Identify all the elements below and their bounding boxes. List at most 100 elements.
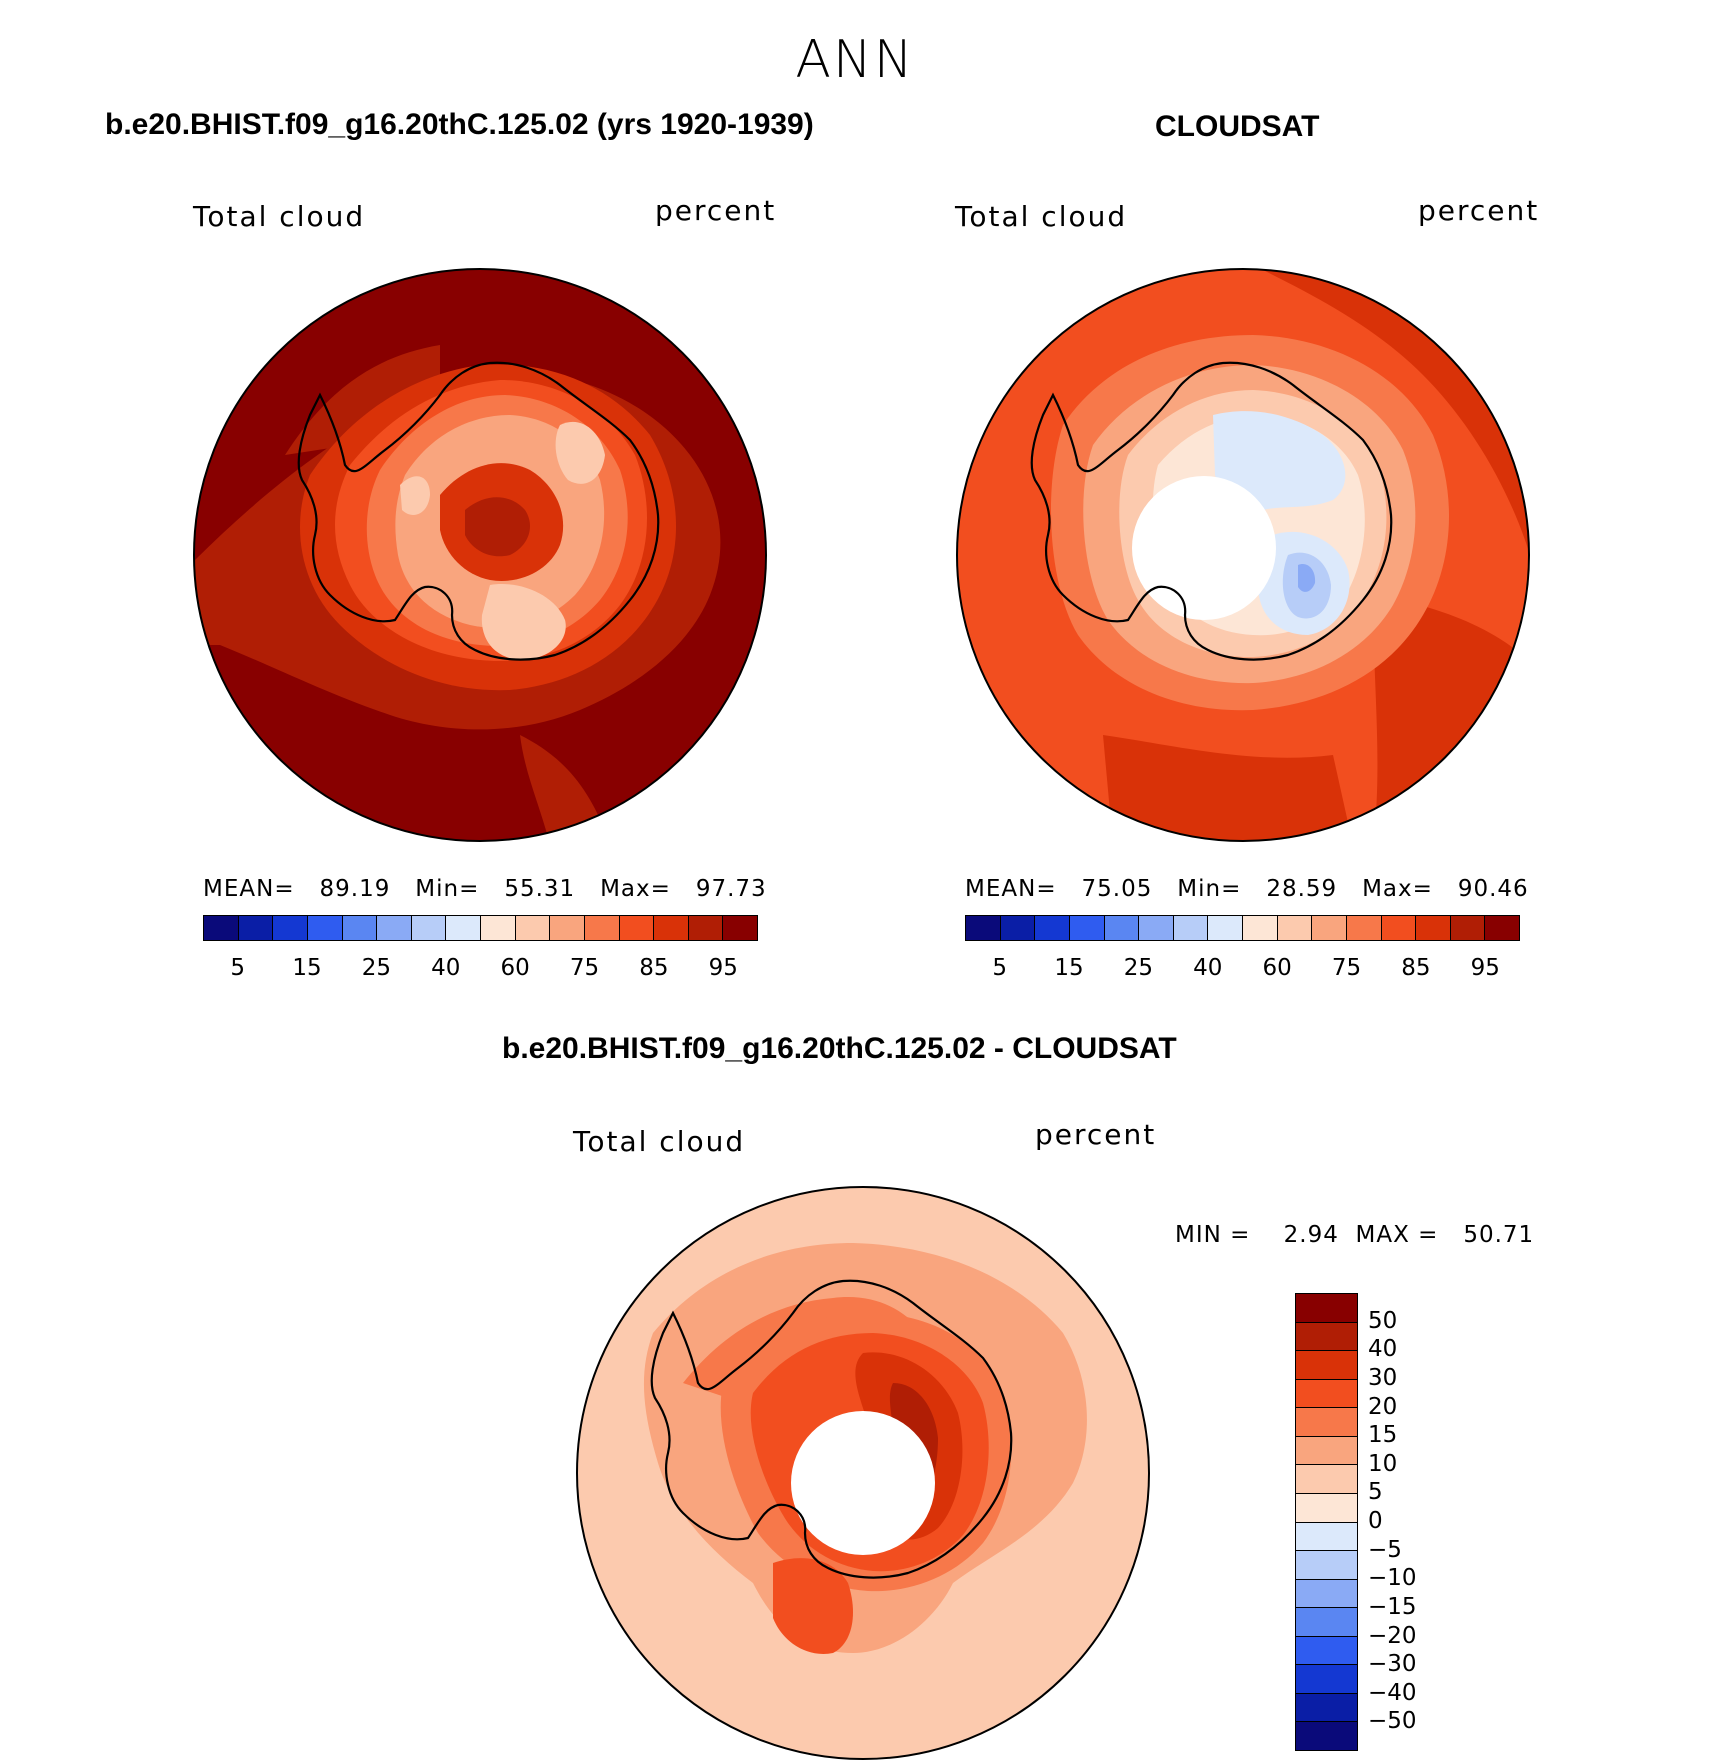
obs-colorbar-label: 25	[1123, 955, 1154, 981]
model-colorbar-label: 95	[708, 955, 738, 981]
diff-colorbar-swatch	[1296, 1351, 1357, 1380]
model-colorbar-label: 25	[361, 955, 392, 981]
obs-colorbar-swatch	[1381, 916, 1417, 940]
obs-colorbar-swatch	[1485, 916, 1519, 940]
diff-colorbar-swatch	[1296, 1636, 1357, 1666]
obs-colorbar-swatch	[1069, 916, 1105, 940]
obs-colorbar-swatch	[1416, 916, 1451, 940]
obs-colorbar-swatch	[1000, 916, 1036, 940]
diff-colorbar-swatch	[1296, 1722, 1357, 1750]
diff-colorbar-label: −5	[1368, 1536, 1402, 1563]
diff-colorbar-label: 20	[1368, 1393, 1398, 1420]
diff-colorbar-label: −10	[1368, 1565, 1417, 1592]
diff-colorbar-swatch	[1296, 1579, 1357, 1609]
obs-colorbar-swatch	[1208, 916, 1243, 940]
model-colorbar-swatch	[654, 916, 689, 940]
model-colorbar-swatch	[723, 916, 757, 940]
diff-colorbar-label: −40	[1368, 1679, 1417, 1706]
diff-variable-label: Total cloud	[573, 1125, 746, 1158]
model-panel-title: b.e20.BHIST.f09_g16.20thC.125.02 (yrs 19…	[105, 108, 814, 141]
diff-units-label: percent	[1035, 1118, 1157, 1151]
diff-colorbar-label: 0	[1368, 1508, 1383, 1534]
obs-colorbar-swatch	[1312, 916, 1347, 940]
model-colorbar-label: 40	[431, 955, 461, 981]
model-colorbar-label: 85	[639, 955, 669, 981]
obs-colorbar-swatch	[1139, 916, 1174, 940]
diff-colorbar-label: 15	[1368, 1422, 1398, 1449]
diff-colorbar-label: 40	[1368, 1336, 1398, 1363]
obs-colorbar-swatch	[1035, 916, 1070, 940]
season-title: ANN	[795, 30, 915, 90]
obs-colorbar-label: 75	[1331, 955, 1362, 981]
diff-stats: MIN = 2.94 MAX = 50.71	[1175, 1222, 1535, 1248]
diff-colorbar-labels: 50 40 30 20 15 10 5 0 −5 −10 −15 −20 −30 −40 −50	[1368, 1293, 1488, 1751]
diff-colorbar-swatch	[1296, 1693, 1357, 1723]
model-colorbar-swatch	[307, 916, 343, 940]
obs-colorbar-label: 95	[1470, 955, 1500, 981]
obs-colorbar-label: 5	[992, 955, 1008, 981]
model-colorbar-swatch	[688, 916, 724, 940]
model-colorbar-labels: 5 15 25 40 60 75 85 95	[203, 955, 758, 985]
diff-colorbar-swatch	[1296, 1551, 1357, 1580]
diff-colorbar-label: −15	[1368, 1593, 1417, 1620]
obs-colorbar-label: 85	[1401, 955, 1431, 981]
diff-colorbar-swatch	[1296, 1379, 1357, 1409]
obs-colorbar-swatch	[966, 916, 1001, 940]
diff-colorbar-swatch	[1296, 1608, 1357, 1637]
model-colorbar-swatch	[550, 916, 585, 940]
diff-colorbar-swatch	[1296, 1408, 1357, 1437]
obs-colorbar	[965, 915, 1520, 941]
obs-polar-map	[956, 268, 1530, 842]
obs-stats: MEAN= 75.05 Min= 28.59 Max= 90.46	[965, 876, 1529, 902]
diff-colorbar-swatch	[1296, 1322, 1357, 1352]
diff-colorbar-swatch	[1296, 1294, 1357, 1323]
model-colorbar-label: 60	[500, 955, 530, 981]
obs-colorbar-label: 60	[1262, 955, 1292, 981]
obs-colorbar-labels: 5 15 25 40 60 75 85 95	[965, 955, 1520, 985]
model-colorbar-swatch	[481, 916, 516, 940]
diff-colorbar	[1295, 1293, 1358, 1751]
model-colorbar-swatch	[515, 916, 551, 940]
model-colorbar-swatch	[446, 916, 481, 940]
obs-colorbar-label: 15	[1054, 955, 1084, 981]
model-colorbar-swatch	[273, 916, 308, 940]
diff-colorbar-label: 10	[1368, 1450, 1398, 1477]
diff-polar-map	[576, 1186, 1150, 1760]
model-colorbar-swatch	[204, 916, 239, 940]
model-variable-label: Total cloud	[193, 200, 366, 233]
obs-units-label: percent	[1418, 194, 1540, 227]
obs-colorbar-swatch	[1346, 916, 1382, 940]
obs-colorbar-label: 40	[1193, 955, 1223, 981]
model-colorbar-swatch	[584, 916, 620, 940]
obs-colorbar-swatch	[1277, 916, 1313, 940]
model-colorbar-swatch	[619, 916, 655, 940]
model-colorbar	[203, 915, 758, 941]
obs-colorbar-swatch	[1243, 916, 1278, 940]
diff-colorbar-swatch	[1296, 1465, 1357, 1494]
obs-panel-title: CLOUDSAT	[1155, 110, 1320, 143]
model-colorbar-swatch	[342, 916, 378, 940]
model-colorbar-label: 75	[569, 955, 600, 981]
diff-panel-title: b.e20.BHIST.f09_g16.20thC.125.02 - CLOUD…	[502, 1032, 1177, 1065]
diff-colorbar-swatch	[1296, 1522, 1357, 1552]
diff-colorbar-label: −30	[1368, 1651, 1417, 1678]
model-polar-map	[193, 268, 767, 842]
obs-variable-label: Total cloud	[955, 200, 1128, 233]
model-colorbar-swatch	[411, 916, 447, 940]
diff-colorbar-label: 50	[1368, 1307, 1398, 1334]
model-stats: MEAN= 89.19 Min= 55.31 Max= 97.73	[203, 876, 767, 902]
obs-colorbar-swatch	[1173, 916, 1209, 940]
diff-colorbar-swatch	[1296, 1436, 1357, 1466]
diff-colorbar-label: 5	[1368, 1479, 1383, 1506]
obs-colorbar-swatch	[1450, 916, 1486, 940]
diff-colorbar-swatch	[1296, 1665, 1357, 1694]
model-colorbar-label: 15	[292, 955, 322, 981]
model-colorbar-swatch	[238, 916, 274, 940]
obs-colorbar-swatch	[1104, 916, 1140, 940]
diff-colorbar-label: 30	[1368, 1364, 1398, 1391]
diff-colorbar-swatch	[1296, 1493, 1357, 1523]
model-colorbar-label: 5	[230, 955, 246, 981]
model-units-label: percent	[655, 194, 777, 227]
diff-colorbar-label: −20	[1368, 1622, 1417, 1649]
model-colorbar-swatch	[377, 916, 412, 940]
